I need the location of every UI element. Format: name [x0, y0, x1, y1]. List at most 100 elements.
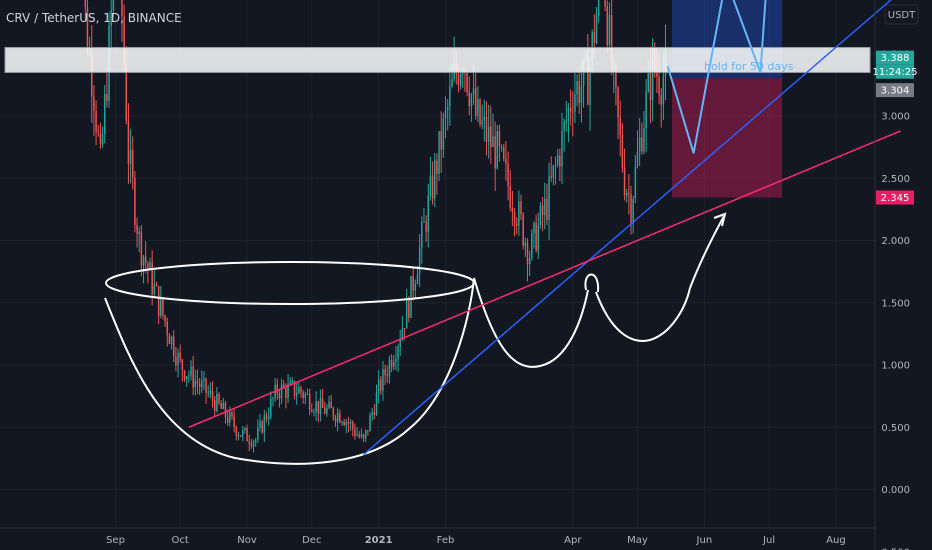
- candle-body: [382, 369, 384, 391]
- x-tick-label: Dec: [302, 535, 321, 546]
- candle-body: [630, 194, 632, 224]
- candle-body: [513, 212, 516, 224]
- countdown-tag-label: 11:24:25: [873, 67, 918, 78]
- candle-body: [412, 276, 414, 291]
- candle-body: [429, 175, 432, 196]
- candle-body: [449, 86, 451, 107]
- candle-body: [254, 439, 257, 442]
- candle-body: [84, 0, 87, 7]
- hold-annotation: hold for 50 days: [704, 60, 794, 73]
- candle-body: [451, 79, 453, 87]
- candle-body: [632, 198, 634, 224]
- y-tick-label: 1.500: [881, 298, 910, 309]
- forecast: [666, 0, 767, 154]
- x-tick-label: Jul: [762, 535, 775, 546]
- candle-body: [205, 378, 207, 394]
- candle-body: [302, 392, 304, 398]
- candle-body: [188, 375, 190, 377]
- candle-body: [472, 88, 475, 95]
- candle-body: [431, 175, 434, 199]
- candle-body: [384, 369, 386, 376]
- candle-body: [136, 225, 138, 235]
- y-tick-label: 2.500: [881, 174, 910, 185]
- candle-body: [134, 177, 136, 226]
- candle-body: [457, 74, 460, 86]
- candle-body: [196, 380, 199, 384]
- candle-body: [462, 72, 464, 75]
- candle-body: [364, 430, 367, 439]
- candle-body: [172, 336, 175, 357]
- candle-body: [242, 430, 244, 437]
- candle-body: [505, 158, 507, 164]
- candle-body: [546, 198, 548, 220]
- candle-body: [563, 121, 565, 132]
- candle-body: [259, 421, 261, 428]
- candle-body: [127, 121, 130, 164]
- candle-body: [321, 398, 324, 408]
- candle-body: [362, 434, 365, 439]
- candle-body: [360, 434, 363, 437]
- candle-body: [311, 409, 313, 412]
- candle-body: [216, 393, 218, 411]
- candle-body: [218, 393, 220, 404]
- candle-body: [375, 393, 378, 415]
- candle-body: [509, 185, 511, 208]
- candle-body: [149, 262, 151, 270]
- candle-body: [166, 321, 169, 336]
- candle-body: [213, 399, 216, 411]
- breakout-arrow: [689, 212, 727, 289]
- candle-body: [285, 387, 287, 398]
- blue-trendline: [363, 0, 892, 456]
- candle-body: [518, 201, 520, 226]
- last-price-tag: [876, 50, 914, 65]
- candle-body: [438, 130, 440, 174]
- candle-body: [490, 126, 492, 148]
- candle-body: [477, 99, 479, 116]
- candle-body: [239, 435, 242, 437]
- candle-body: [229, 412, 231, 423]
- candle-body: [533, 222, 535, 233]
- candle-body: [168, 335, 171, 345]
- currency-badge[interactable]: USDT: [884, 4, 919, 25]
- candle-body: [121, 0, 123, 17]
- candle-body: [625, 192, 628, 196]
- candle-body: [621, 134, 624, 168]
- candle-body: [177, 352, 179, 366]
- candle-body: [86, 6, 89, 51]
- candle-body: [543, 198, 546, 216]
- candle-body: [345, 421, 348, 426]
- candle-body: [209, 390, 212, 393]
- candle-body: [522, 214, 524, 246]
- candle-body: [153, 284, 156, 294]
- countdown-tag: [876, 64, 914, 79]
- candle-body: [282, 384, 285, 388]
- x-tick-label: 2021: [365, 535, 393, 546]
- candle-body: [615, 65, 617, 88]
- candle-body: [535, 222, 537, 251]
- candle-body: [537, 224, 540, 251]
- candle-body: [220, 403, 222, 409]
- candle-body: [446, 106, 449, 111]
- x-tick-label: May: [627, 535, 648, 546]
- x-tick-label: Jun: [696, 535, 713, 546]
- candle-body: [574, 94, 576, 113]
- candle-body: [97, 131, 99, 133]
- stop-price-tag: [876, 190, 914, 205]
- candle-body: [492, 136, 494, 148]
- candle-body: [662, 76, 665, 105]
- candle-body: [442, 117, 445, 150]
- candle-body: [405, 299, 408, 329]
- candle-body: [587, 55, 589, 105]
- candle-body: [390, 359, 393, 368]
- candle-body: [347, 421, 350, 424]
- candle-body: [203, 378, 205, 381]
- candle-body: [358, 434, 360, 437]
- candle-body: [433, 160, 436, 199]
- candle-body: [179, 352, 181, 360]
- candle-body: [524, 242, 527, 246]
- candle-body: [511, 207, 514, 213]
- candle-body: [494, 136, 496, 169]
- candle-body: [93, 96, 95, 111]
- x-tick-label: Feb: [437, 535, 455, 546]
